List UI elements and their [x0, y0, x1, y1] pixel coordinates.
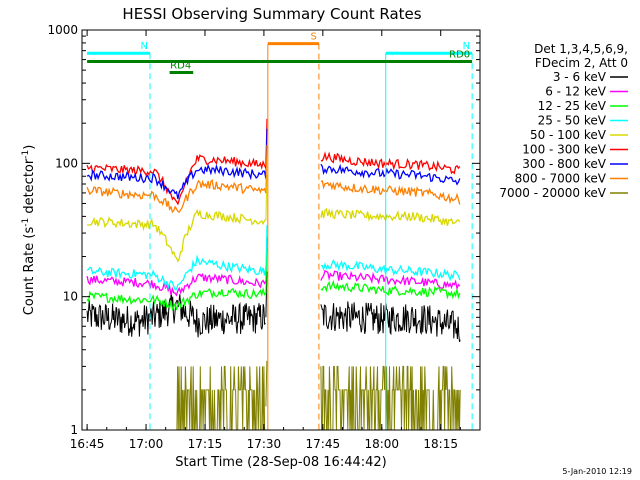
y-tick-label-4: 1000	[47, 23, 78, 37]
annotation-layer: N N S RD0 RD4	[87, 32, 473, 430]
legend-label-2: 6 - 12 keV	[545, 85, 607, 99]
y-tick-label-1: 1	[70, 423, 78, 437]
legend: Det 1,3,4,5,6,9, FDecim 2, Att 0 3 - 6 k…	[499, 42, 628, 200]
legend-label-1: 3 - 6 keV	[553, 70, 607, 84]
series-spike-8	[265, 144, 268, 191]
y-axis-title-sup-1: -1	[21, 218, 31, 227]
series-line-2-part-2	[320, 269, 461, 291]
series-line-1-part-1	[86, 292, 266, 338]
series-line-7-part-2	[320, 163, 461, 186]
y-tick-label-2: 10	[63, 290, 78, 304]
x-tick-label-1: 16:45	[70, 437, 105, 451]
x-axis-title: Start Time (28-Sep-08 16:44:42)	[175, 455, 386, 470]
y-axis-title-part-3: )	[22, 145, 37, 150]
x-tick-label-3: 17:15	[188, 437, 223, 451]
annotation-label-6: RD0	[449, 50, 470, 61]
legend-label-4: 25 - 50 keV	[538, 114, 607, 128]
series-line-1-part-2	[320, 301, 461, 342]
legend-label-5: 50 - 100 keV	[530, 128, 607, 142]
y-axis-title-part-2: detector	[22, 158, 37, 218]
y-axis-title-sup-2: -1	[21, 150, 31, 159]
plot-frame	[81, 29, 481, 431]
annotation-label-7: RD4	[170, 61, 191, 72]
series-line-7-part-1	[86, 163, 267, 200]
series-line-2-part-1	[86, 272, 267, 297]
x-tick-label-5: 17:45	[306, 437, 341, 451]
series-line-9-part-2	[320, 365, 461, 431]
chart-title: HESSI Observing Summary Count Rates	[122, 5, 421, 23]
series-line-8-part-1	[86, 179, 267, 214]
series-line-9-part-1	[87, 365, 266, 431]
series-line-6-part-2	[320, 151, 461, 175]
series-line-8-part-2	[320, 180, 461, 205]
generation-timestamp: 5-Jan-2010 12:19	[562, 467, 632, 476]
legend-header-1: Det 1,3,4,5,6,9,	[534, 42, 628, 56]
series-line-3-part-2	[320, 279, 461, 300]
y-axis-title: Count Rate (s-1 detector-1)	[21, 145, 37, 316]
axes-layer: 16:45 17:00 17:15 17:30 17:45 18:00 18:15 1 10 10…	[47, 23, 481, 451]
annotation-label-4: S	[311, 32, 317, 43]
series-spike-4	[265, 225, 268, 271]
series-spike-9	[265, 360, 268, 407]
legend-label-7: 300 - 800 keV	[522, 157, 606, 171]
series-layer	[86, 118, 461, 431]
series-line-3-part-1	[86, 287, 267, 312]
series-spike-1	[265, 271, 268, 318]
y-tick-label-3: 100	[55, 156, 78, 170]
series-line-5-part-1	[87, 208, 267, 263]
series-line-5-part-2	[320, 207, 461, 226]
x-tick-label-4: 17:30	[247, 437, 282, 451]
y-axis-title-part-1: Count Rate (s	[22, 227, 37, 316]
legend-header-2: FDecim 2, Att 0	[535, 56, 628, 70]
annotation-label-2: N	[463, 41, 470, 52]
x-tick-label-2: 17:00	[129, 437, 164, 451]
legend-label-9: 7000 - 20000 keV	[499, 186, 606, 200]
series-spike-5	[265, 174, 268, 221]
legend-label-6: 100 - 300 keV	[522, 143, 606, 157]
x-tick-label-6: 18:00	[364, 437, 399, 451]
series-line-4-part-1	[86, 254, 267, 291]
legend-label-8: 800 - 7000 keV	[515, 172, 607, 186]
series-line-4-part-2	[320, 258, 461, 282]
series-line-6-part-1	[86, 154, 267, 206]
x-tick-label-7: 18:15	[423, 437, 458, 451]
legend-label-3: 12 - 25 keV	[538, 99, 607, 113]
annotation-label-1: N	[140, 41, 147, 52]
